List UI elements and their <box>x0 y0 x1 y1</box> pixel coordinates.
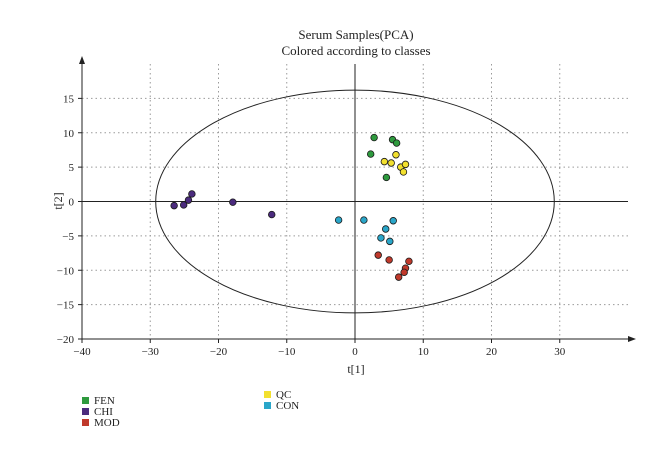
legend-swatch-con <box>264 402 271 409</box>
legend-label-qc: QC <box>276 389 291 401</box>
data-point-fen <box>370 133 378 142</box>
x-tick-label: −40 <box>73 346 91 358</box>
data-point-qc <box>387 159 395 167</box>
x-tick-label: −20 <box>210 346 228 358</box>
legend-swatch-fen <box>82 397 89 404</box>
legend-label-chi: CHI <box>94 406 113 418</box>
tick-labels: −40 −30 −20 −10 0 10 20 30 −20 −15 −10 −5 0 5 10 15 <box>57 93 566 358</box>
legend-label-mod: MOD <box>94 417 120 429</box>
y-tick-label: 5 <box>69 162 75 174</box>
data-point-con <box>360 216 368 224</box>
x-tick-label: 10 <box>418 346 430 358</box>
y-tick-label: 0 <box>69 197 75 209</box>
y-tick-label: 10 <box>63 128 75 140</box>
x-axis-label: t[1] <box>347 362 364 376</box>
data-point-mod <box>405 257 413 266</box>
data-point-chi <box>188 190 196 198</box>
y-tick-label: −5 <box>62 231 74 243</box>
y-axis-arrow <box>79 56 85 64</box>
axes <box>79 56 636 342</box>
data-point-chi <box>268 210 276 219</box>
y-axis-label: t[2] <box>51 192 65 209</box>
data-point-fen <box>366 150 375 158</box>
data-point-con <box>334 216 343 224</box>
legend-label-fen: FEN <box>94 395 115 407</box>
data-point-chi <box>170 201 178 210</box>
data-points <box>170 133 413 281</box>
legend-swatch-qc <box>264 391 271 398</box>
data-point-qc <box>401 160 410 169</box>
chart-subtitle: Colored according to classes <box>281 43 430 58</box>
y-tick-label: −15 <box>57 300 75 312</box>
data-point-fen <box>392 139 401 147</box>
x-tick-label: 20 <box>486 346 498 358</box>
data-point-con <box>382 225 390 233</box>
x-tick-label: −30 <box>142 346 160 358</box>
data-point-con <box>377 234 385 242</box>
legend-swatch-chi <box>82 408 89 415</box>
data-point-mod <box>400 268 408 277</box>
legend-label-con: CON <box>276 400 299 412</box>
data-point-mod <box>374 251 382 259</box>
data-point-fen <box>382 173 391 182</box>
y-tick-label: −20 <box>57 334 75 346</box>
data-point-qc <box>392 151 400 159</box>
chart-title: Serum Samples(PCA) <box>298 27 413 42</box>
legend-swatch-mod <box>82 419 89 426</box>
x-tick-label: −10 <box>278 346 296 358</box>
data-point-chi <box>229 198 237 206</box>
y-tick-label: −10 <box>57 265 75 277</box>
data-point-mod <box>385 256 393 264</box>
x-tick-label: 0 <box>352 346 358 358</box>
x-axis-arrow <box>628 336 636 342</box>
data-point-chi <box>184 196 193 204</box>
y-tick-label: 15 <box>63 93 75 105</box>
grid-lines <box>82 64 628 339</box>
data-point-qc <box>380 157 389 166</box>
x-tick-label: 30 <box>554 346 566 358</box>
hotelling-ellipse <box>155 89 555 314</box>
data-point-mod <box>394 273 403 281</box>
data-point-qc <box>399 168 408 176</box>
data-point-con <box>389 217 397 225</box>
data-point-chi <box>179 201 188 209</box>
data-point-con <box>386 237 394 246</box>
